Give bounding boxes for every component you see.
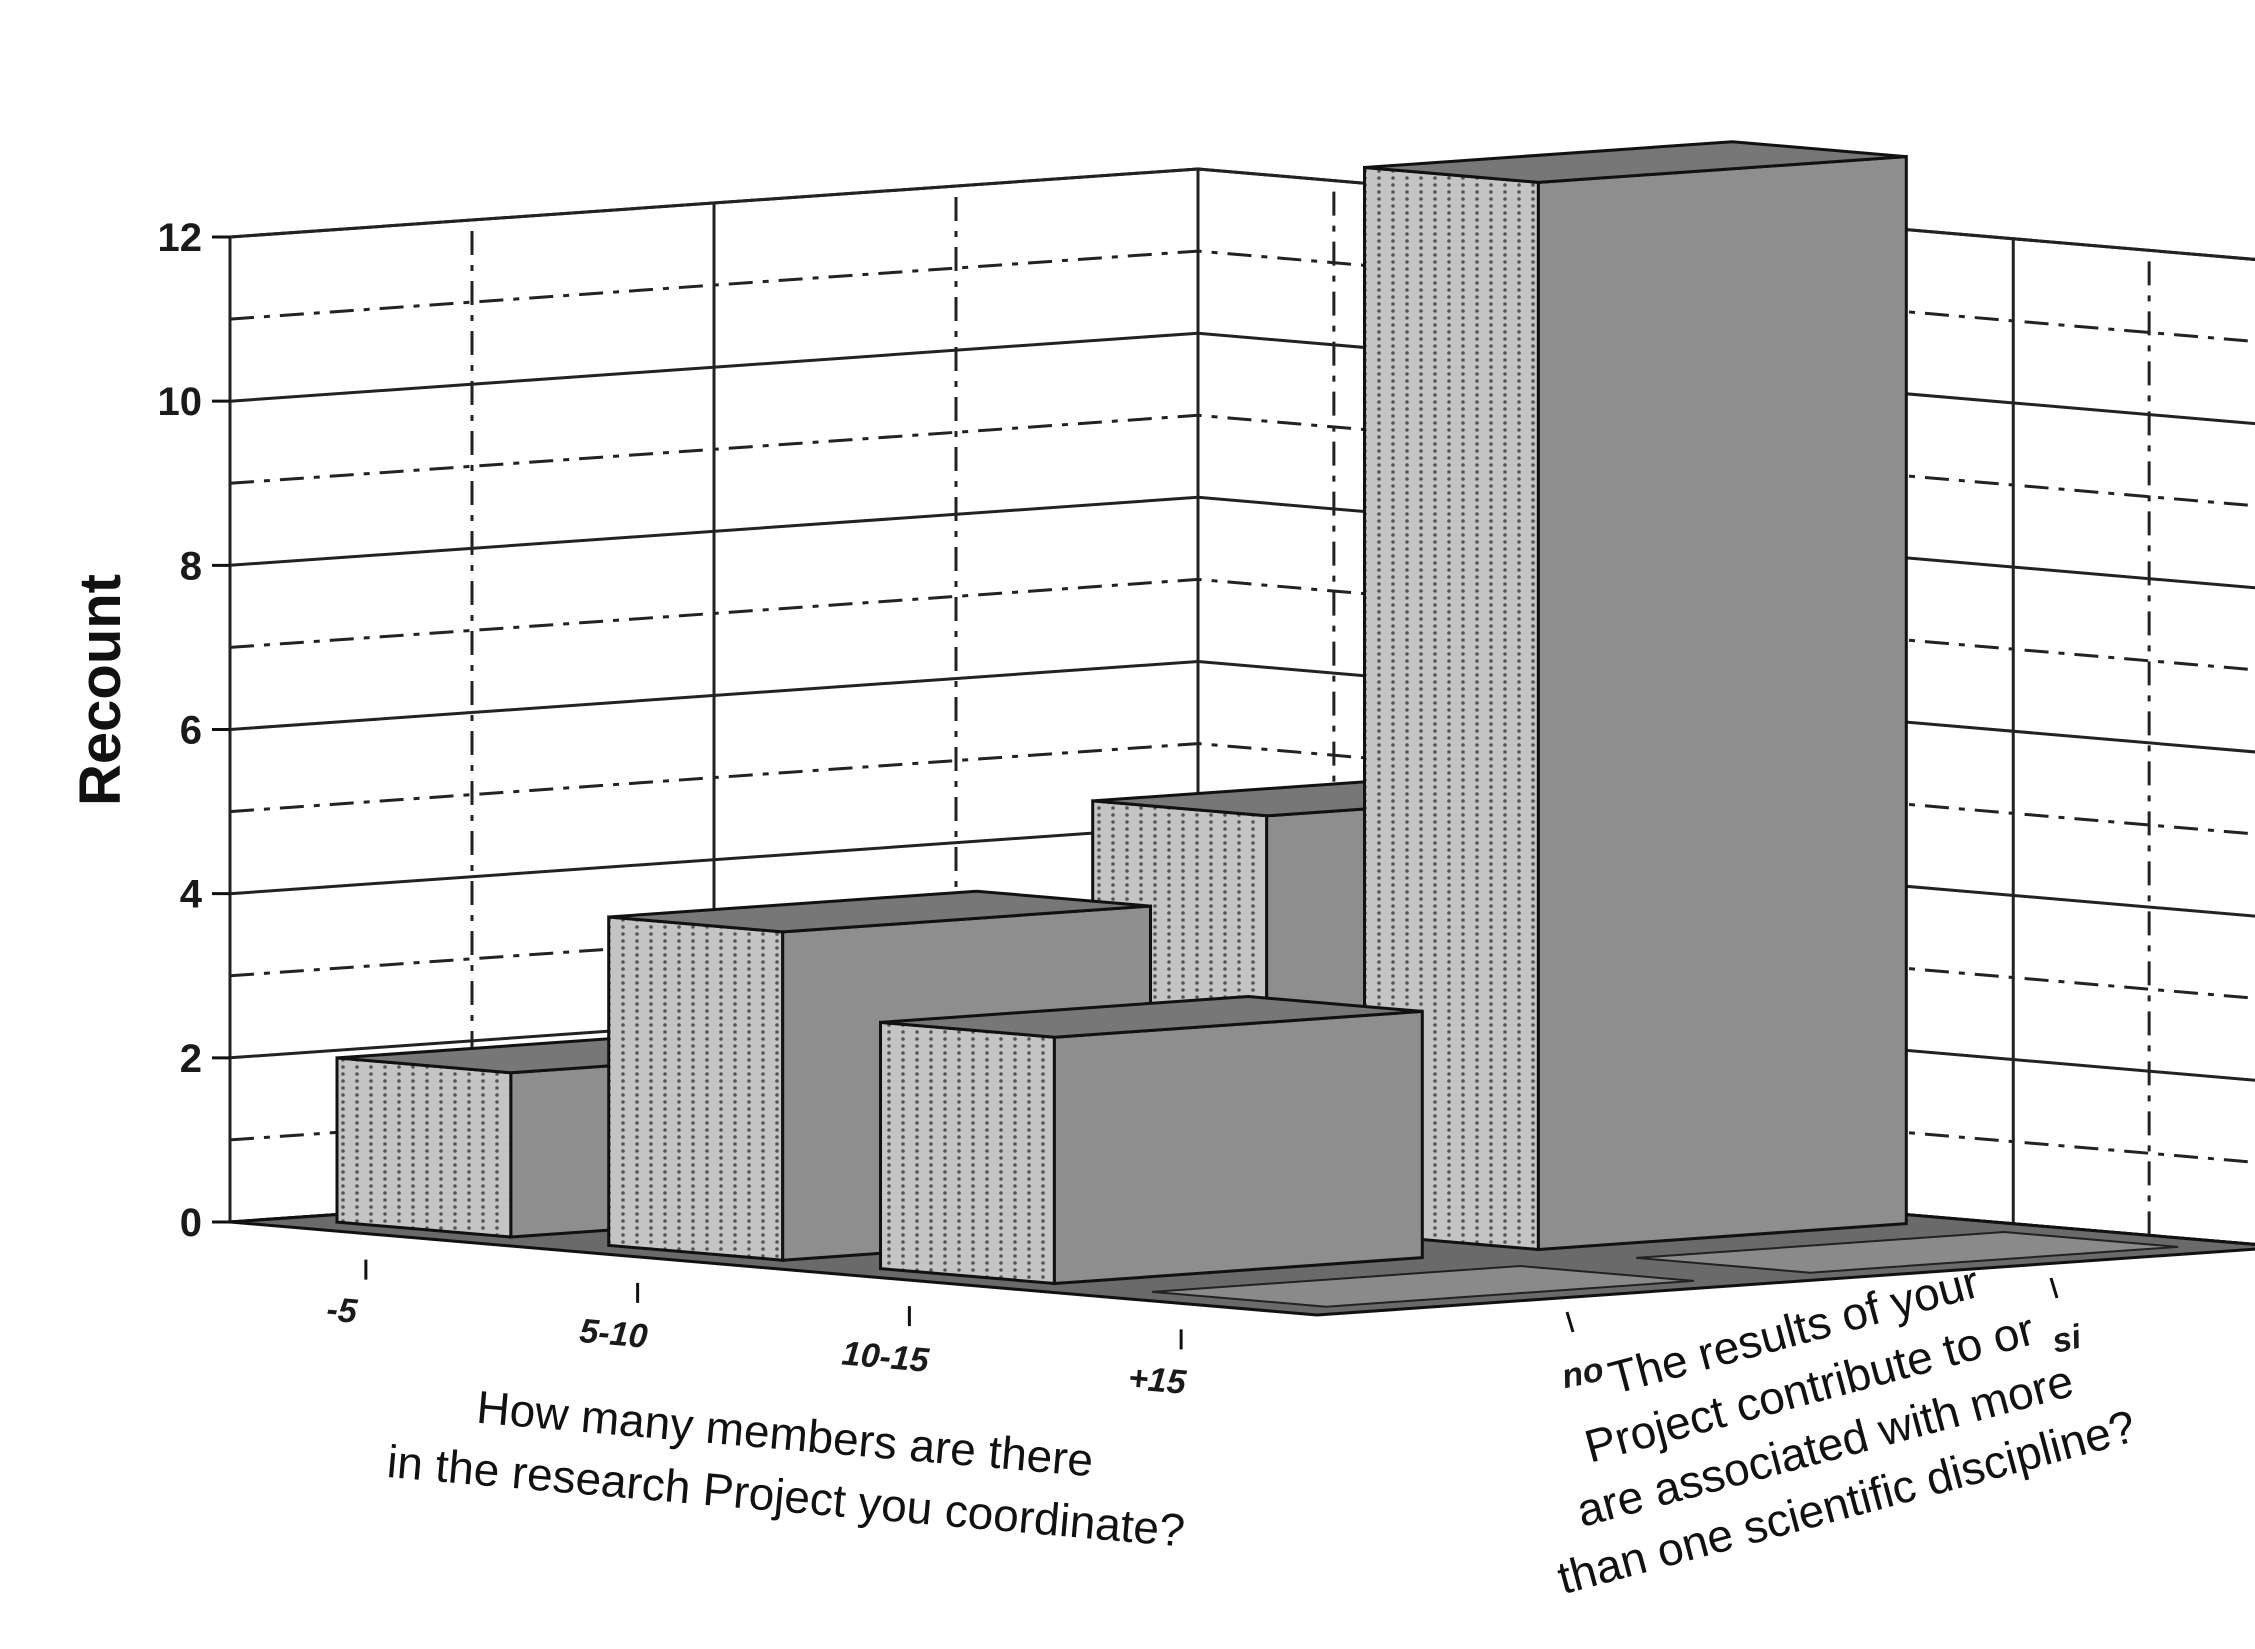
x-tick-label: +15 bbox=[1127, 1359, 1189, 1402]
bar-front-face bbox=[607, 915, 785, 1262]
floor-cell bbox=[1152, 1264, 1695, 1308]
x-tick-label: 10-15 bbox=[840, 1334, 931, 1380]
chart-bars bbox=[335, 140, 1908, 1286]
bar-top-face bbox=[1364, 140, 1907, 184]
z-tick-mark bbox=[2049, 1277, 2059, 1299]
y-tick-label: 10 bbox=[158, 380, 203, 424]
y-tick-label: 6 bbox=[180, 709, 202, 753]
x-tick-label: -5 bbox=[325, 1290, 360, 1331]
floor-cell bbox=[1636, 1230, 2179, 1274]
x-axis-title: How many members are there in the resear… bbox=[385, 1373, 1192, 1556]
x-tick-label: 5-10 bbox=[578, 1312, 649, 1356]
z-tick-label: no bbox=[1558, 1350, 1607, 1396]
bar bbox=[1363, 140, 1908, 1252]
bar-front-face bbox=[879, 1020, 1056, 1286]
y-tick-label: 4 bbox=[180, 873, 203, 917]
y-axis-ticks: 0 2 4 6 8 10 12 bbox=[158, 216, 230, 1245]
y-tick-label: 12 bbox=[158, 216, 203, 260]
bar-top-face bbox=[608, 889, 1151, 934]
y-tick-label: 2 bbox=[180, 1037, 202, 1081]
bar-top-face bbox=[880, 994, 1423, 1039]
bar-front-face bbox=[335, 1056, 513, 1239]
bar bbox=[879, 994, 1424, 1286]
y-axis-label: Recount bbox=[68, 574, 133, 806]
bar-side-face bbox=[1536, 154, 1908, 1252]
z-tick-mark bbox=[1565, 1311, 1575, 1333]
x-axis-categories: -5 5-10 10-15 +15 bbox=[325, 1259, 1189, 1402]
bar-side-face bbox=[1052, 1009, 1424, 1286]
y-tick-label: 0 bbox=[180, 1201, 202, 1245]
y-tick-label: 8 bbox=[180, 544, 202, 588]
